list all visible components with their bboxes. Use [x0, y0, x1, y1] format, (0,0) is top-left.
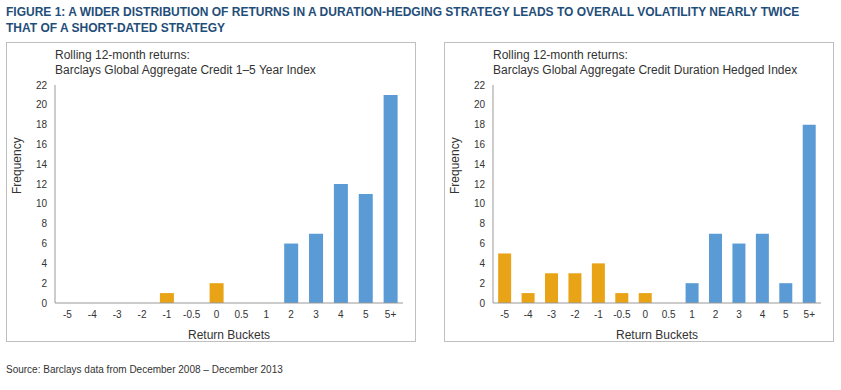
svg-text:10: 10: [474, 198, 486, 209]
svg-text:4: 4: [41, 258, 47, 269]
svg-text:-3: -3: [547, 309, 556, 320]
svg-text:-2: -2: [138, 309, 147, 320]
svg-text:Frequency: Frequency: [10, 137, 24, 194]
svg-text:3: 3: [313, 309, 319, 320]
svg-text:22: 22: [36, 81, 48, 91]
svg-text:16: 16: [36, 139, 48, 150]
svg-text:8: 8: [479, 218, 485, 229]
html-text:Barclays Global Aggregate Cred: Barclays Global Aggregate Credit 1–5 Yea…: [55, 63, 316, 77]
svg-text:20: 20: [474, 99, 486, 110]
svg-text:4: 4: [760, 309, 766, 320]
svg-text:-1: -1: [594, 309, 603, 320]
svg-text:5+: 5+: [385, 309, 397, 320]
svg-text:-5: -5: [500, 309, 509, 320]
svg-text:1: 1: [264, 309, 270, 320]
svg-text:20: 20: [36, 99, 48, 110]
svg-text:12: 12: [474, 179, 486, 190]
svg-text:14: 14: [36, 159, 48, 170]
svg-text:3: 3: [736, 309, 742, 320]
svg-text:0.5: 0.5: [234, 309, 248, 320]
html-text:Barclays Global Aggregate Cred: Barclays Global Aggregate Credit Duratio…: [493, 63, 798, 77]
svg-text:16: 16: [474, 139, 486, 150]
svg-text:8: 8: [41, 218, 47, 229]
html-text:Source: Barclays data from Dec: Source: Barclays data from December 2008…: [6, 364, 283, 375]
svg-text:18: 18: [474, 119, 486, 130]
svg-text:2: 2: [288, 309, 294, 320]
svg-text:4: 4: [479, 258, 485, 269]
svg-text:0: 0: [214, 309, 220, 320]
svg-text:22: 22: [474, 81, 486, 91]
svg-text:-1: -1: [162, 309, 171, 320]
svg-text:1: 1: [689, 309, 695, 320]
svg-text:-3: -3: [113, 309, 122, 320]
svg-text:2: 2: [479, 278, 485, 289]
svg-text:Return Buckets: Return Buckets: [616, 328, 698, 339]
svg-text:12: 12: [36, 179, 48, 190]
svg-text:5: 5: [783, 309, 789, 320]
svg-text:Return Buckets: Return Buckets: [188, 328, 270, 339]
svg-text:Frequency: Frequency: [448, 137, 462, 194]
svg-text:18: 18: [36, 119, 48, 130]
html-text:Rolling 12-month returns:: Rolling 12-month returns:: [55, 48, 190, 62]
svg-text:-0.5: -0.5: [613, 309, 631, 320]
svg-text:10: 10: [36, 198, 48, 209]
svg-text:2: 2: [41, 278, 47, 289]
svg-text:0: 0: [479, 298, 485, 309]
svg-text:0: 0: [643, 309, 649, 320]
svg-text:5+: 5+: [804, 309, 816, 320]
svg-text:2: 2: [713, 309, 719, 320]
svg-text:6: 6: [479, 238, 485, 249]
html-text:Rolling 12-month returns:: Rolling 12-month returns:: [493, 48, 628, 62]
svg-text:0.5: 0.5: [662, 309, 676, 320]
svg-text:4: 4: [338, 309, 344, 320]
svg-text:-0.5: -0.5: [183, 309, 201, 320]
svg-text:-4: -4: [88, 309, 97, 320]
svg-text:0: 0: [41, 298, 47, 309]
svg-text:-2: -2: [571, 309, 580, 320]
svg-text:-4: -4: [524, 309, 533, 320]
svg-text:5: 5: [363, 309, 369, 320]
html-text:FIGURE 1: A WIDER DISTRIBUTION: FIGURE 1: A WIDER DISTRIBUTION OF RETURN…: [6, 5, 800, 35]
svg-text:-5: -5: [63, 309, 72, 320]
svg-text:14: 14: [474, 159, 486, 170]
svg-text:6: 6: [41, 238, 47, 249]
